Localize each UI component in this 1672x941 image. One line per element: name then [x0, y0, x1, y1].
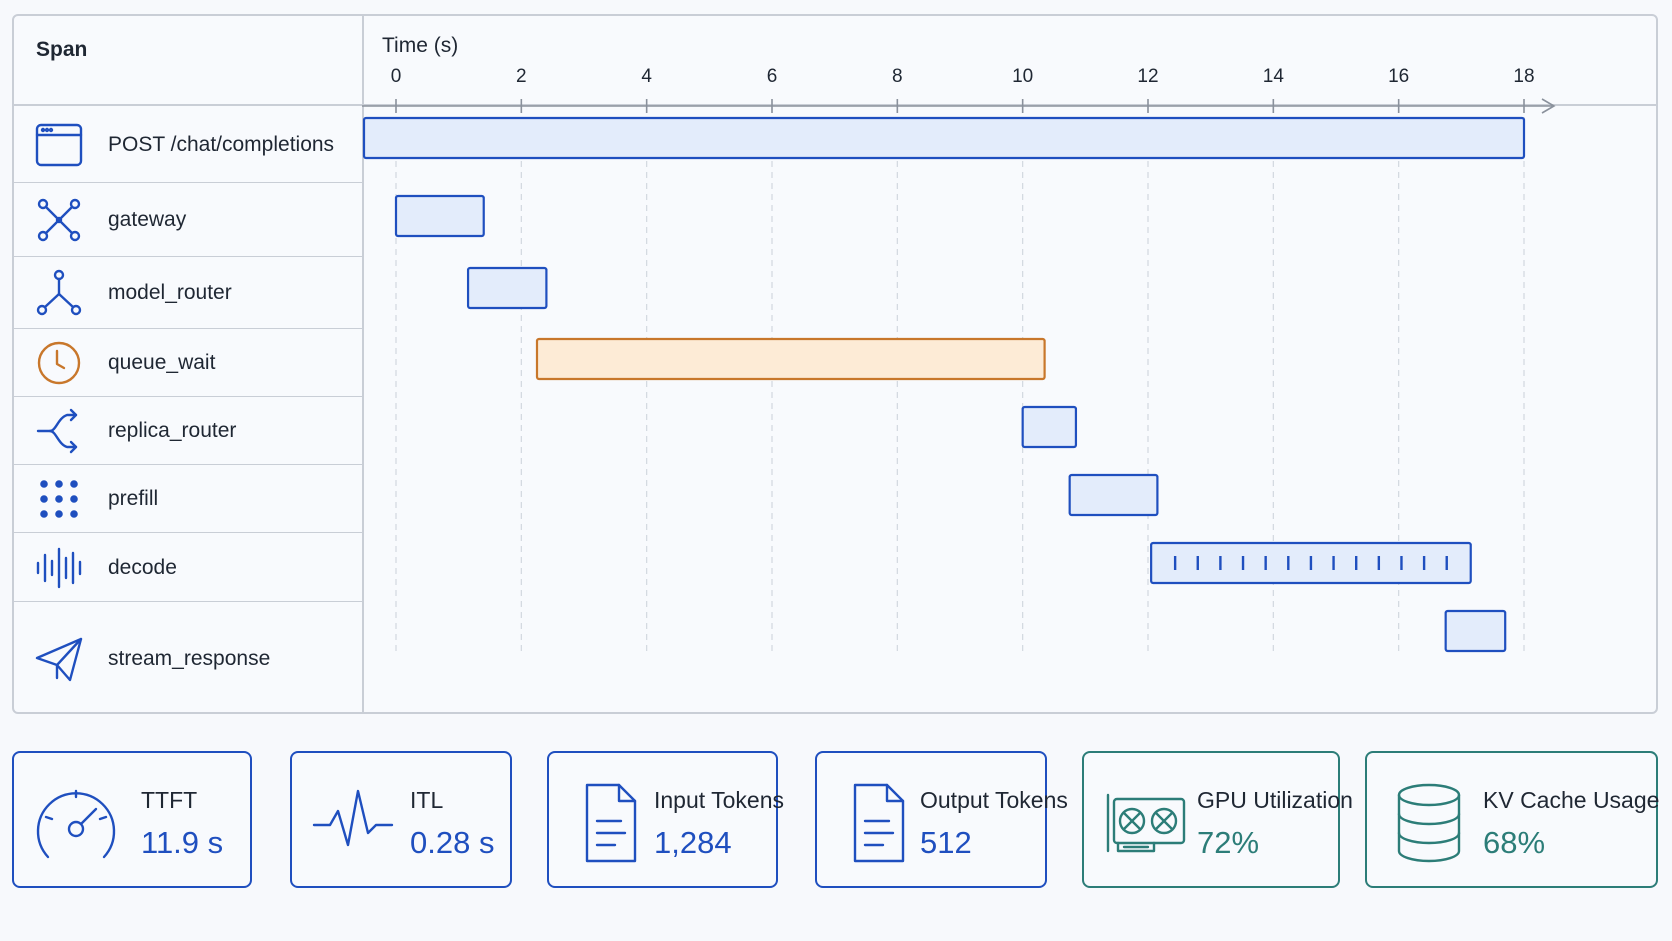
axis-tick-label: 12: [1137, 66, 1159, 87]
metric-value: 72%: [1197, 825, 1260, 860]
route-split-icon: [34, 406, 84, 456]
span-row[interactable]: queue_wait: [14, 329, 362, 397]
metric-card-output-tokens[interactable]: Output Tokens 512: [815, 751, 1068, 888]
span-label: POST /chat/completions: [108, 132, 335, 156]
axis-tick-label: 16: [1388, 66, 1410, 87]
document-icon: [569, 781, 653, 865]
axis-tick-label: 10: [1012, 66, 1034, 87]
speedometer-icon: [34, 781, 118, 865]
metric-card-ttft[interactable]: TTFT 11.9 s: [12, 751, 252, 888]
span-bar-prefill[interactable]: [1068, 473, 1159, 517]
metric-label: KV Cache Usage: [1483, 787, 1660, 813]
dot-grid-icon: [34, 474, 84, 524]
axis-arrow-icon: [1541, 98, 1556, 114]
span-row[interactable]: gateway: [14, 183, 362, 257]
trace-timeline: [362, 98, 1556, 656]
row-divider: [14, 464, 362, 465]
metric-label: ITL: [410, 787, 444, 813]
waveform-icon: [34, 543, 84, 593]
axis-tick-label: 8: [892, 66, 903, 87]
span-bar-queue-wait[interactable]: [535, 337, 1046, 381]
span-bar-post-chat-completions[interactable]: [362, 116, 1526, 160]
time-axis-title: Time (s): [382, 34, 459, 57]
axis-tick-label: 14: [1262, 66, 1284, 87]
metric-value: 11.9 s: [141, 825, 224, 860]
network-nodes-icon: [34, 195, 84, 245]
row-divider: [14, 396, 362, 397]
metric-label: Output Tokens: [920, 787, 1068, 813]
paper-plane-icon: [34, 634, 84, 684]
row-divider: [14, 601, 362, 602]
span-row[interactable]: decode: [14, 533, 362, 602]
span-row[interactable]: POST /chat/completions: [14, 106, 362, 183]
trace-panel: Span Time (s) 0 2 4 6 8 10 12 14 16 18 POST /chat…: [12, 14, 1658, 714]
document-icon: [837, 781, 921, 865]
row-divider: [14, 182, 362, 183]
row-divider: [14, 256, 362, 257]
span-label: model_router: [108, 281, 232, 304]
span-label: gateway: [108, 208, 187, 231]
fork-nodes-icon: [34, 268, 84, 318]
span-label: stream_response: [108, 647, 271, 670]
metric-label: TTFT: [141, 787, 198, 813]
span-bar-gateway[interactable]: [394, 194, 485, 238]
axis-tick-label: 0: [390, 66, 402, 87]
span-header: Span: [36, 38, 88, 61]
clock-icon: [34, 338, 84, 388]
row-divider: [14, 328, 362, 329]
metric-value: 1,284: [654, 825, 732, 860]
span-column: Span: [14, 16, 364, 712]
span-row[interactable]: model_router: [14, 257, 362, 329]
metric-card-input-tokens[interactable]: Input Tokens 1,284: [547, 751, 784, 888]
span-row[interactable]: stream_response: [14, 602, 362, 712]
pulse-icon: [312, 781, 396, 865]
axis-tick-label: 2: [516, 66, 527, 87]
header-divider: [14, 104, 1656, 106]
metric-value: 68%: [1483, 825, 1546, 860]
metric-card-kv-cache-usage[interactable]: KV Cache Usage 68%: [1365, 751, 1660, 888]
span-label: replica_router: [108, 419, 237, 442]
metric-value: 512: [920, 825, 972, 860]
span-row[interactable]: prefill: [14, 465, 362, 533]
span-bar-model-router[interactable]: [466, 266, 548, 310]
span-label: queue_wait: [108, 351, 216, 374]
metric-label: Input Tokens: [654, 787, 785, 813]
row-divider: [14, 532, 362, 533]
span-bar-replica-router[interactable]: [1021, 405, 1078, 449]
span-label: decode: [108, 555, 177, 579]
metric-value: 0.28 s: [410, 825, 495, 860]
span-label: prefill: [108, 487, 159, 510]
span-row[interactable]: replica_router: [14, 397, 362, 465]
database-icon: [1387, 781, 1471, 865]
span-bar-stream-response[interactable]: [1444, 609, 1507, 653]
browser-window-icon: [34, 120, 84, 170]
metric-card-gpu-utilization[interactable]: GPU Utilization 72%: [1082, 751, 1353, 888]
gpu-card-icon: [1104, 781, 1188, 865]
metric-label: GPU Utilization: [1197, 787, 1353, 813]
axis-tick-label: 18: [1513, 66, 1535, 87]
axis-tick-label: 4: [641, 66, 652, 87]
metric-card-itl[interactable]: ITL 0.28 s: [290, 751, 512, 888]
axis-tick-label: 6: [766, 66, 778, 87]
